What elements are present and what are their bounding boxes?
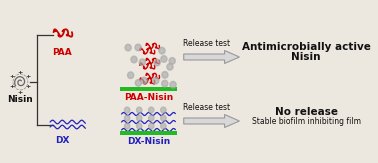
Text: DX-Nisin: DX-Nisin: [127, 137, 170, 146]
Circle shape: [153, 77, 159, 84]
Text: Release test: Release test: [183, 39, 231, 48]
Text: +: +: [26, 84, 31, 89]
Text: PAA: PAA: [52, 48, 72, 57]
Circle shape: [161, 56, 167, 62]
Text: No release: No release: [275, 107, 338, 117]
Bar: [120, 87, 177, 91]
Circle shape: [159, 47, 165, 54]
Text: DX: DX: [55, 136, 70, 145]
Circle shape: [135, 80, 141, 86]
Circle shape: [136, 123, 142, 129]
Circle shape: [136, 115, 142, 121]
Circle shape: [167, 64, 173, 70]
Text: +: +: [10, 84, 15, 89]
Circle shape: [161, 107, 166, 113]
Polygon shape: [184, 114, 239, 127]
Text: Release test: Release test: [183, 103, 231, 112]
Text: Nisin: Nisin: [291, 52, 321, 62]
Polygon shape: [184, 51, 239, 64]
Text: +: +: [26, 74, 31, 80]
Circle shape: [169, 58, 175, 64]
Circle shape: [128, 72, 133, 78]
Circle shape: [162, 72, 168, 78]
Bar: [120, 131, 177, 135]
Circle shape: [141, 77, 147, 84]
Circle shape: [139, 59, 145, 66]
Text: Stable biofilm inhibiting film: Stable biofilm inhibiting film: [252, 117, 361, 126]
Circle shape: [170, 82, 176, 88]
Text: +: +: [10, 74, 15, 80]
Circle shape: [124, 107, 130, 113]
Circle shape: [135, 44, 141, 51]
Circle shape: [124, 115, 130, 121]
Circle shape: [161, 123, 166, 129]
Text: PAA-Nisin: PAA-Nisin: [124, 93, 173, 102]
Text: +: +: [18, 69, 23, 74]
Circle shape: [131, 56, 137, 63]
Circle shape: [124, 123, 130, 129]
Circle shape: [136, 107, 142, 113]
Circle shape: [149, 123, 154, 129]
Circle shape: [125, 44, 131, 51]
Circle shape: [154, 59, 160, 66]
Circle shape: [149, 115, 154, 121]
Circle shape: [161, 115, 166, 121]
Text: Nisin: Nisin: [8, 95, 33, 104]
Circle shape: [162, 80, 168, 87]
Text: Antimicrobially active: Antimicrobially active: [242, 42, 371, 52]
Text: +: +: [18, 89, 23, 95]
Circle shape: [149, 107, 154, 113]
